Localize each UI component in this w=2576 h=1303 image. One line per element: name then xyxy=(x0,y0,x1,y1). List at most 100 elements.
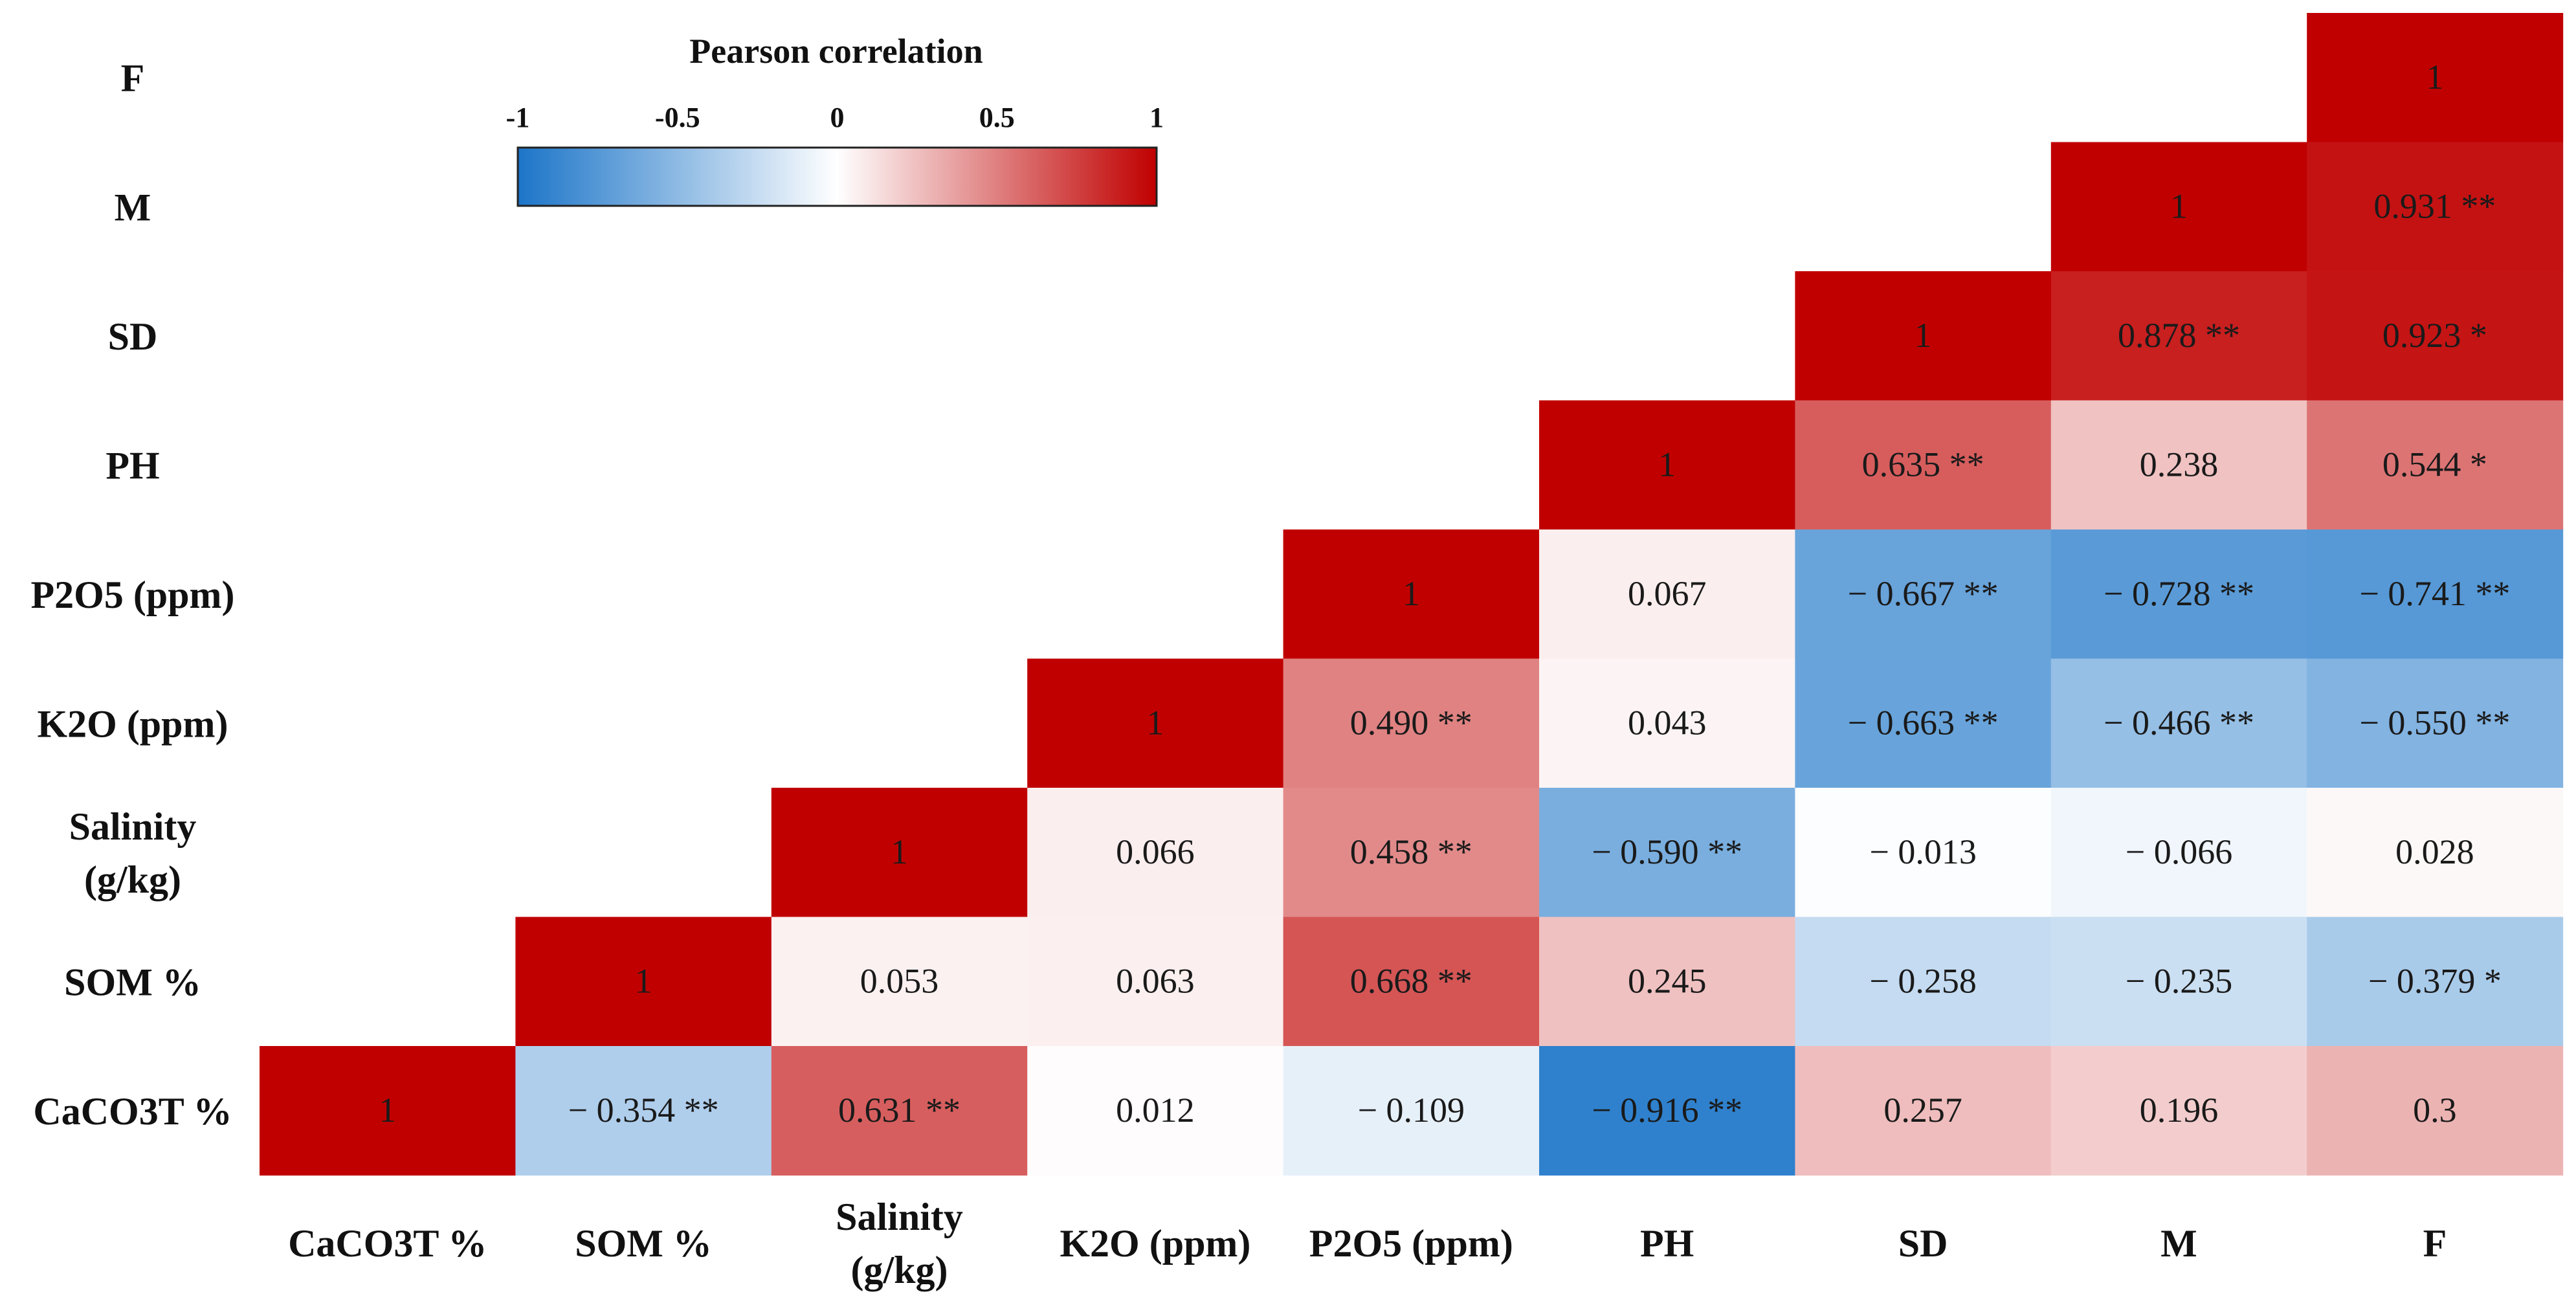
cell-value-label: − 0.379 * xyxy=(2368,961,2502,1000)
heatmap-cell xyxy=(1795,658,2052,788)
heatmap-cell xyxy=(1795,400,2052,530)
cell-value-label: − 0.258 xyxy=(1869,961,1976,1000)
row-label: M xyxy=(115,186,151,228)
heatmap-cell xyxy=(771,917,1028,1047)
cell-value-label: 1 xyxy=(1146,703,1164,742)
cell-value-label: 0.490 ** xyxy=(1350,703,1472,742)
cell-value-label: 0.238 xyxy=(2140,445,2219,484)
colorbar-tick-label: 0 xyxy=(830,102,845,133)
cell-value-label: − 0.013 xyxy=(1869,832,1976,871)
heatmap-cell xyxy=(260,1046,516,1176)
cell-value-label: − 0.109 xyxy=(1358,1091,1465,1130)
colorbar-ticks: -1 -0.5 0 0.5 1 xyxy=(506,102,1164,133)
heatmap-cell xyxy=(2307,13,2564,143)
heatmap-cell xyxy=(2307,142,2564,272)
cell-value-label: 0.931 ** xyxy=(2373,186,2496,225)
row-labels: F M SD PH P2O5 (ppm) K2O (ppm) Salinity (g/kg) S… xyxy=(31,57,235,1133)
cell-value-label: − 0.235 xyxy=(2126,961,2232,1000)
heatmap-cell xyxy=(1283,529,1540,660)
cell-value-label: 0.878 ** xyxy=(2118,316,2240,355)
cell-value-label: 1 xyxy=(891,832,908,871)
row-label: Salinity xyxy=(69,805,197,848)
heatmap-cell xyxy=(1795,788,2052,918)
heatmap-cell xyxy=(2050,917,2307,1047)
column-label: K2O (ppm) xyxy=(1060,1222,1250,1265)
cell-value-label: 0.923 * xyxy=(2382,316,2487,355)
heatmap-cell xyxy=(1795,529,2052,660)
heatmap-cell xyxy=(2050,658,2307,788)
cell-value-label: − 0.663 ** xyxy=(1848,703,1999,742)
heatmap-cell xyxy=(2050,400,2307,530)
column-labels: CaCO3T % SOM % Salinity (g/kg) K2O (ppm) P2O5… xyxy=(288,1196,2447,1291)
heatmap-cell xyxy=(771,1046,1028,1176)
column-label: F xyxy=(2423,1222,2447,1265)
cell-value-label: 0.063 xyxy=(1116,961,1195,1000)
heatmap-cell xyxy=(2050,529,2307,660)
column-label: Salinity xyxy=(836,1196,963,1238)
cell-value-label: − 0.916 ** xyxy=(1592,1091,1742,1130)
heatmap-cell xyxy=(1027,1046,1284,1176)
cell-value-label: 0.028 xyxy=(2395,832,2474,871)
cell-value-label: − 0.741 ** xyxy=(2359,574,2510,613)
heatmap-cell xyxy=(2307,271,2564,401)
cell-value-label: 0.245 xyxy=(1628,961,1707,1000)
colorbar-tick-label: -1 xyxy=(506,102,530,133)
cell-value-label: 0.066 xyxy=(1116,832,1195,871)
heatmap-cell xyxy=(2050,1046,2307,1176)
heatmap-cell xyxy=(1027,788,1284,918)
cell-value-label: 0.043 xyxy=(1628,703,1707,742)
row-label: (g/kg) xyxy=(84,858,181,901)
heatmap-cell xyxy=(1539,658,1795,788)
heatmap-cell xyxy=(1539,529,1795,660)
heatmap-cell xyxy=(515,1046,772,1176)
cell-value-label: 1 xyxy=(2170,186,2188,225)
row-label: K2O (ppm) xyxy=(37,702,228,745)
heatmap-cell xyxy=(1539,400,1795,530)
cell-value-label: 0.635 ** xyxy=(1862,445,1984,484)
cell-value-label: − 0.466 ** xyxy=(2104,703,2254,742)
cell-value-label: − 0.590 ** xyxy=(1592,832,1742,871)
column-label: P2O5 (ppm) xyxy=(1309,1222,1513,1265)
row-label: CaCO3T % xyxy=(33,1090,232,1133)
heatmap-cell xyxy=(1539,1046,1795,1176)
cell-value-label: 1 xyxy=(2426,58,2443,96)
cell-value-label: 0.257 xyxy=(1883,1091,1962,1130)
heatmap-cells xyxy=(260,13,2564,1176)
column-label: (g/kg) xyxy=(851,1249,948,1291)
cell-value-label: 0.3 xyxy=(2413,1091,2457,1130)
colorbar-gradient xyxy=(516,146,1158,207)
heatmap-cell xyxy=(1795,1046,2052,1176)
cell-value-label: 0.668 ** xyxy=(1350,961,1472,1000)
heatmap-cell-labels: 1 1 0.931 ** 1 0.878 ** 0.923 * 1 0.635 ** 0.238… xyxy=(379,58,2510,1130)
cell-value-label: 1 xyxy=(379,1091,396,1130)
cell-value-label: − 0.728 ** xyxy=(2104,574,2254,613)
heatmap-cell xyxy=(1539,917,1795,1047)
colorbar-title: Pearson correlation xyxy=(689,32,983,71)
heatmap-cell xyxy=(1539,788,1795,918)
row-label: F xyxy=(121,57,145,100)
cell-value-label: 0.067 xyxy=(1628,574,1707,613)
cell-value-label: − 0.550 ** xyxy=(2359,703,2510,742)
heatmap-cell xyxy=(1283,658,1540,788)
row-label: P2O5 (ppm) xyxy=(31,574,235,616)
heatmap-cell xyxy=(2050,271,2307,401)
cell-value-label: 0.012 xyxy=(1116,1091,1195,1130)
heatmap-cell xyxy=(1283,917,1540,1047)
cell-value-label: 1 xyxy=(1403,574,1420,613)
heatmap-cell xyxy=(771,788,1028,918)
heatmap-cell xyxy=(1795,271,2052,401)
cell-value-label: 1 xyxy=(1658,445,1676,484)
cell-value-label: − 0.667 ** xyxy=(1848,574,1999,613)
heatmap-cell xyxy=(515,917,772,1047)
row-label: SD xyxy=(108,315,158,358)
colorbar-legend: Pearson correlation -1 -0.5 0 0.5 1 xyxy=(506,32,1164,207)
heatmap-cell xyxy=(2307,1046,2564,1176)
heatmap-cell xyxy=(1283,1046,1540,1176)
heatmap-cell xyxy=(2307,917,2564,1047)
heatmap-cell xyxy=(2307,658,2564,788)
column-label: PH xyxy=(1640,1222,1694,1265)
colorbar-tick-label: 0.5 xyxy=(979,102,1015,133)
heatmap-cell xyxy=(1795,917,2052,1047)
column-label: SOM % xyxy=(575,1222,712,1265)
